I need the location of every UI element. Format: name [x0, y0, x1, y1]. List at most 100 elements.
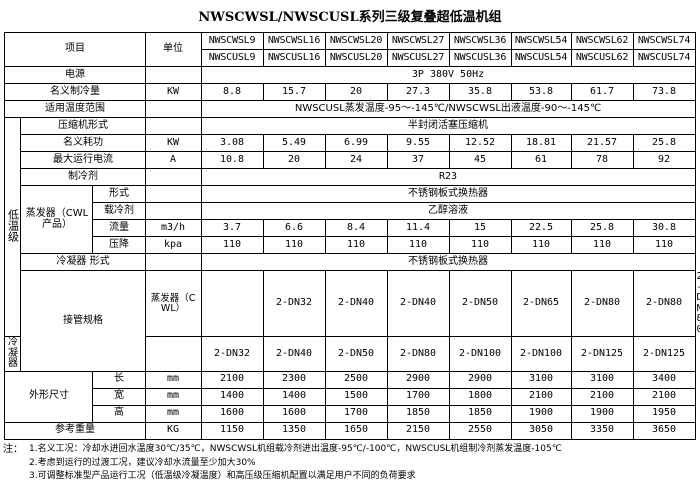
- value-power-input-7: 25.8: [633, 135, 695, 152]
- unit-temp-range: [145, 101, 201, 118]
- value-power-input-1: 5.49: [263, 135, 325, 152]
- value-flow-6: 25.8: [571, 220, 633, 237]
- value-length-7: 3400: [633, 371, 695, 388]
- value-length-5: 3100: [511, 371, 571, 388]
- label-width: 宽: [93, 388, 145, 405]
- label-compressor-type: 压缩机形式: [21, 118, 145, 135]
- value-length-2: 2500: [325, 371, 387, 388]
- note-row-1: 注： 1.名义工况：冷却水进回水温度30℃/35℃，NWSCWSL机组载冷剂进出…: [3, 443, 700, 458]
- value-weight-5: 3050: [511, 422, 571, 439]
- value-width-1: 1400: [263, 388, 325, 405]
- model-header-cusl-4: NWSCUSL36: [449, 50, 511, 67]
- row-width: 宽 mm 1400 1400 1500 1700 1800 2100 2100 …: [5, 388, 695, 405]
- unit-coolant: [145, 203, 201, 220]
- value-pipe-condenser-1: 2-DN40: [263, 337, 325, 372]
- value-pipe-condenser-0: 2-DN32: [201, 337, 263, 372]
- value-length-4: 2900: [449, 371, 511, 388]
- unit-height: mm: [145, 405, 201, 422]
- value-height-6: 1900: [571, 405, 633, 422]
- value-height-3: 1850: [387, 405, 449, 422]
- value-width-0: 1400: [201, 388, 263, 405]
- value-pipe-evaporator-2: 2-DN40: [387, 271, 449, 337]
- model-header-cwsl-5: NWSCWSL54: [511, 33, 571, 50]
- value-pipe-condenser-5: 2-DN100: [511, 337, 571, 372]
- note-row-2: 2.考虑到运行的过渡工况，建议冷却水流量至少加大30%: [3, 457, 700, 470]
- value-pressure-drop-2: 110: [325, 237, 387, 254]
- model-header-cwsl-6: NWSCWSL62: [571, 33, 633, 50]
- value-power-input-0: 3.08: [201, 135, 263, 152]
- value-max-current-0: 10.8: [201, 152, 263, 169]
- value-cooling-capacity-3: 27.3: [387, 84, 449, 101]
- note-row-3: 3.可调整标准型产品运行工况（低温级冷凝温度）和高压级压缩机配置以满足用户不同的…: [3, 470, 700, 483]
- value-pipe-condenser-3: 2-DN80: [387, 337, 449, 372]
- group-pipe-spec: 接管规格: [21, 271, 145, 372]
- value-height-2: 1700: [325, 405, 387, 422]
- unit-condenser-type: [145, 254, 201, 271]
- value-width-3: 1700: [387, 388, 449, 405]
- unit-weight: KG: [145, 422, 201, 439]
- unit-compressor-type: [145, 118, 201, 135]
- model-header-cwsl-2: NWSCWSL20: [325, 33, 387, 50]
- value-length-0: 2100: [201, 371, 263, 388]
- value-pressure-drop-7: 110: [633, 237, 695, 254]
- value-pressure-drop-6: 110: [571, 237, 633, 254]
- value-weight-7: 3650: [633, 422, 695, 439]
- value-coolant: 乙醇溶液: [201, 203, 695, 220]
- label-condenser-type: 冷凝器 形式: [21, 254, 145, 271]
- unit-cooling-capacity: KW: [145, 84, 201, 101]
- value-pressure-drop-1: 110: [263, 237, 325, 254]
- value-pressure-drop-4: 110: [449, 237, 511, 254]
- label-pipe-condenser: 冷凝器: [5, 337, 21, 372]
- row-flow: 流量 m3/h 3.7 6.6 8.4 11.4 15 22.5 25.8 30…: [5, 220, 695, 237]
- value-pipe-condenser-6: 2-DN125: [571, 337, 633, 372]
- model-header-cwsl-7: NWSCWSL74: [633, 33, 695, 50]
- value-length-6: 3100: [571, 371, 633, 388]
- group-low-temp-stage-label: 低温级: [7, 209, 18, 242]
- value-weight-0: 1150: [201, 422, 263, 439]
- specification-table: 项目 单位 NWSCWSL9 NWSCWSL16 NWSCWSL20 NWSCW…: [4, 32, 695, 440]
- value-height-4: 1850: [449, 405, 511, 422]
- value-height-0: 1600: [201, 405, 263, 422]
- value-pipe-condenser-2: 2-DN50: [325, 337, 387, 372]
- value-flow-1: 6.6: [263, 220, 325, 237]
- value-flow-7: 30.8: [633, 220, 695, 237]
- value-power-input-6: 21.57: [571, 135, 633, 152]
- value-power-input-4: 12.52: [449, 135, 511, 152]
- label-coolant: 载冷剂: [93, 203, 145, 220]
- row-power-input: 名义耗功 KW 3.08 5.49 6.99 9.55 12.52 18.81 …: [5, 135, 695, 152]
- label-flow: 流量: [93, 220, 145, 237]
- value-compressor-type: 半封闭活塞压缩机: [201, 118, 695, 135]
- group-dimensions: 外形尺寸: [5, 371, 93, 422]
- value-flow-5: 22.5: [511, 220, 571, 237]
- value-max-current-7: 92: [633, 152, 695, 169]
- value-max-current-3: 37: [387, 152, 449, 169]
- value-pipe-evaporator-4: 2-DN65: [511, 271, 571, 337]
- row-refrigerant: 制冷剂 R23: [5, 169, 695, 186]
- row-max-current: 最大运行电流 A 10.8 20 24 37 45 61 78 92: [5, 152, 695, 169]
- value-cooling-capacity-4: 35.8: [449, 84, 511, 101]
- model-header-cwsl-0: NWSCWSL9: [201, 33, 263, 50]
- value-max-current-5: 61: [511, 152, 571, 169]
- value-pressure-drop-0: 110: [201, 237, 263, 254]
- row-evaporator-type: 蒸发器（CWL产品） 形式 不锈钢板式换热器: [5, 186, 695, 203]
- label-power-input: 名义耗功: [21, 135, 145, 152]
- row-compressor-type: 低温级 压缩机形式 半封闭活塞压缩机: [5, 118, 695, 135]
- model-header-cusl-6: NWSCUSL62: [571, 50, 633, 67]
- spec-sheet-page: NWSCWSL/NWSCUSL系列三级复叠超低温机组 项目 单位 NWSCWSL…: [0, 0, 700, 432]
- model-header-cusl-7: NWSCUSL74: [633, 50, 695, 67]
- model-header-cusl-1: NWSCUSL16: [263, 50, 325, 67]
- note-item-2: 2.考虑到运行的过渡工况，建议冷却水流量至少加大30%: [3, 458, 256, 468]
- value-pipe-evaporator-3: 2-DN50: [449, 271, 511, 337]
- value-pipe-condenser-7: 2-DN125: [633, 337, 695, 372]
- group-low-temp-stage: 低温级: [5, 118, 21, 337]
- value-length-1: 2300: [263, 371, 325, 388]
- value-flow-0: 3.7: [201, 220, 263, 237]
- row-length: 外形尺寸 长 mm 2100 2300 2500 2900 2900 3100 …: [5, 371, 695, 388]
- label-refrigerant: 制冷剂: [21, 169, 145, 186]
- value-evaporator-type: 不锈钢板式换热器: [201, 186, 695, 203]
- value-flow-2: 8.4: [325, 220, 387, 237]
- row-power-supply: 电源 3P 380V 50Hz: [5, 67, 695, 84]
- header-unit-label: 单位: [145, 33, 201, 67]
- value-width-7: 2100: [633, 388, 695, 405]
- value-condenser-type: 不锈钢板式换热器: [201, 254, 695, 271]
